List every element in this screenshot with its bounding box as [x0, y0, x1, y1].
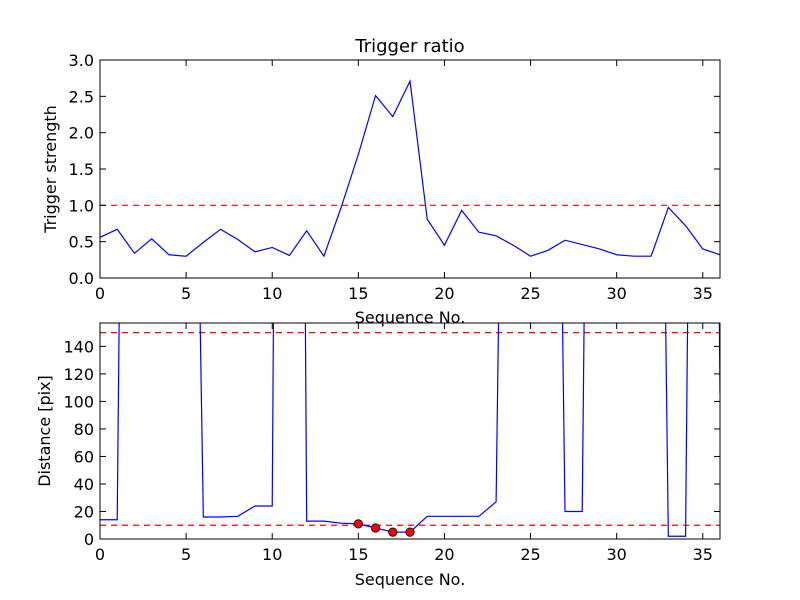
x-tick-label: 25 — [520, 545, 540, 564]
plot-area — [100, 323, 720, 537]
x-tick-label: 10 — [262, 545, 282, 564]
x-axis-ticks: 0 5 10 15 20 25 30 35 — [95, 60, 713, 303]
y-tick-label: 80 — [74, 420, 94, 439]
x-tick-label: 10 — [262, 284, 282, 303]
distance-plot: 0 5 10 15 20 25 30 35 0 20 40 60 80 100 120 140 Sequen… — [35, 322, 721, 589]
selected-points — [353, 519, 415, 537]
y-tick-label: 0.0 — [69, 269, 94, 288]
distance-line — [100, 323, 720, 537]
trigger-strength-line — [100, 78, 720, 258]
x-tick-label: 15 — [348, 545, 368, 564]
axes-frame — [99, 59, 721, 279]
y-tick-label: 140 — [63, 337, 94, 356]
y-axis-label: Trigger strength — [41, 105, 60, 234]
y-tick-label: 60 — [74, 447, 94, 466]
y-tick-label: 120 — [63, 365, 94, 384]
y-tick-label: 0.5 — [69, 233, 94, 252]
y-axis-ticks: 0 20 40 60 80 100 120 140 — [63, 337, 720, 549]
x-tick-label: 30 — [606, 284, 626, 303]
x-tick-label: 35 — [693, 545, 713, 564]
x-axis-label: Sequence No. — [355, 308, 466, 327]
y-axis-label: Distance [pix] — [35, 375, 54, 487]
x-tick-label: 35 — [693, 284, 713, 303]
y-tick-label: 0 — [84, 530, 94, 549]
selected-point-marker — [370, 523, 381, 533]
x-tick-label: 15 — [348, 284, 368, 303]
x-tick-label: 30 — [606, 545, 626, 564]
x-tick-label: 0 — [95, 545, 105, 564]
threshold-lines — [100, 332, 720, 526]
x-tick-label: 0 — [95, 284, 105, 303]
y-tick-label: 20 — [74, 502, 94, 521]
y-axis-ticks: 0.0 0.5 1.0 1.5 2.0 2.5 3.0 — [69, 51, 720, 288]
selected-point-marker — [405, 527, 415, 537]
selected-point-marker — [388, 527, 398, 537]
x-axis-label: Sequence No. — [355, 570, 466, 589]
x-tick-label: 5 — [181, 284, 191, 303]
x-axis-ticks: 0 5 10 15 20 25 30 35 — [95, 323, 713, 564]
y-tick-label: 100 — [63, 392, 94, 411]
y-tick-label: 3.0 — [69, 51, 94, 70]
y-tick-label: 40 — [74, 475, 94, 494]
plot-area — [100, 78, 720, 258]
y-tick-label: 2.0 — [69, 124, 94, 143]
axes-frame — [99, 322, 721, 540]
x-tick-label: 25 — [520, 284, 540, 303]
y-tick-label: 2.5 — [69, 87, 94, 106]
y-tick-label: 1.0 — [69, 196, 94, 215]
x-tick-label: 20 — [434, 545, 454, 564]
plot-title: Trigger ratio — [354, 36, 464, 57]
x-tick-label: 20 — [434, 284, 454, 303]
trigger-ratio-plot: Trigger ratio 0 5 10 15 20 25 30 35 0.0 0.5 1.0 1.… — [41, 36, 721, 327]
y-tick-label: 1.5 — [69, 160, 94, 179]
selected-point-marker — [353, 519, 363, 529]
x-tick-label: 5 — [181, 545, 191, 564]
